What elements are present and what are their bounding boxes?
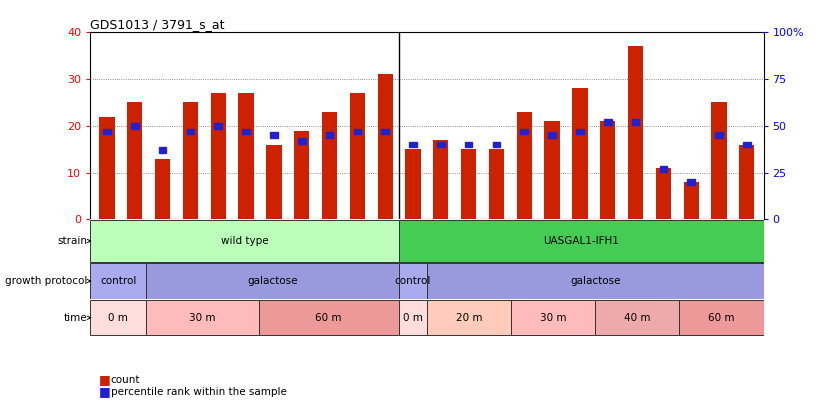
Bar [90,220,399,262]
Bar [544,121,560,220]
Bar [659,166,667,172]
Bar [680,300,764,335]
Bar [131,123,139,129]
Text: time: time [63,313,87,323]
Bar [399,220,764,262]
Bar [259,300,399,335]
Bar [146,300,259,335]
Bar [158,147,167,153]
Text: 0 m: 0 m [108,313,128,323]
Bar [127,102,143,220]
Bar [595,300,680,335]
Bar [90,300,146,335]
Bar [406,149,420,220]
Text: 60 m: 60 m [315,313,342,323]
Text: 40 m: 40 m [624,313,650,323]
Bar [155,159,170,220]
Text: percentile rank within the sample: percentile rank within the sample [111,387,287,397]
Bar [715,132,722,138]
Bar [576,129,584,134]
Bar [242,129,250,134]
Bar [656,168,671,220]
Text: 0 m: 0 m [403,313,423,323]
Bar [146,263,399,299]
Bar [399,263,427,299]
Bar [572,88,588,220]
Bar [409,142,417,147]
Text: strain: strain [57,236,87,246]
Bar [516,112,532,220]
Bar [326,132,333,138]
Bar [238,93,254,220]
Bar [743,142,750,147]
Bar [511,300,595,335]
Bar [382,129,389,134]
Text: ■: ■ [99,385,110,398]
Bar [684,182,699,220]
Bar [711,102,727,220]
Bar [266,145,282,220]
Bar [433,140,448,220]
Bar [548,132,556,138]
Text: wild type: wild type [221,236,268,246]
Bar [322,112,337,220]
Text: ■: ■ [99,373,110,386]
Bar [186,129,195,134]
Bar [427,300,511,335]
Bar [270,132,277,138]
Bar [354,129,361,134]
Bar [628,47,643,220]
Bar [99,117,115,220]
Text: GDS1013 / 3791_s_at: GDS1013 / 3791_s_at [90,18,225,31]
Bar [214,123,222,129]
Bar [350,93,365,220]
Bar [600,121,616,220]
Bar [631,119,640,125]
Bar [183,102,198,220]
Bar [493,142,500,147]
Bar [90,263,146,299]
Bar [488,149,504,220]
Text: growth protocol: growth protocol [5,276,87,286]
Bar [521,129,528,134]
Bar [103,129,111,134]
Bar [465,142,472,147]
Bar [427,263,764,299]
Bar [604,119,612,125]
Bar [739,145,754,220]
Bar [298,138,305,144]
Bar [461,149,476,220]
Bar [687,179,695,185]
Bar [211,93,226,220]
Bar [294,130,310,220]
Text: galactose: galactose [570,276,621,286]
Text: galactose: galactose [247,276,298,286]
Bar [399,300,427,335]
Text: UASGAL1-IFH1: UASGAL1-IFH1 [544,236,619,246]
Bar [437,142,445,147]
Text: 60 m: 60 m [709,313,735,323]
Text: count: count [111,375,140,385]
Text: control: control [395,276,431,286]
Text: control: control [100,276,136,286]
Text: 30 m: 30 m [540,313,566,323]
Bar [378,75,392,220]
Text: 30 m: 30 m [190,313,216,323]
Text: 20 m: 20 m [456,313,482,323]
